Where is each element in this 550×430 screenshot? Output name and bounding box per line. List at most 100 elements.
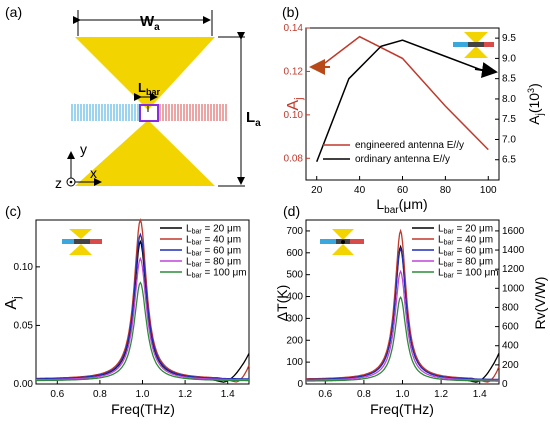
panel-b: (b) 20 40 60 80 100 0.08 0.10 0.12 0.14 6.5 7.0 7.5…	[282, 4, 546, 216]
inset-c-top	[69, 229, 92, 239]
d-xlabel: Freq(THz)	[370, 401, 434, 417]
ytick-right-label: 1200	[502, 264, 525, 275]
ytick-label: 0	[297, 379, 303, 390]
panel-d: (d) 0.6 0.8 1.0 1.2 1.4 0 100 200 300 400 500 600 70…	[274, 203, 548, 417]
b-ytick-right-label: 8.0	[502, 94, 516, 105]
ytick-label: 0.10	[14, 262, 34, 273]
ytick-right-label: 1600	[502, 226, 525, 237]
ytick-label: 500	[286, 270, 303, 281]
series-curve-4	[306, 295, 499, 382]
xtick-label: 1.4	[473, 389, 487, 400]
b-xtick-label: 40	[354, 185, 366, 196]
ytick-right-label: 400	[502, 341, 519, 352]
panel-c: (c) 0.6 0.8 1.0 1.2 1.4 0.00 0.05 0.10 Lbar = 2…	[3, 203, 250, 417]
ytick-label: 100	[286, 357, 303, 368]
legend-label: Lbar = 60 μm	[186, 246, 241, 258]
xtick-label: 1.2	[178, 389, 192, 400]
b-ylabel-right: Aj(103)	[526, 83, 546, 125]
panel-a-label: (a)	[5, 4, 22, 20]
inset-d-blue	[320, 239, 336, 244]
antenna-bottom-triangle	[75, 120, 215, 186]
series-curve-2	[306, 247, 499, 381]
inset-d-red	[350, 239, 364, 244]
series-curve-4	[36, 281, 249, 382]
panel-b-legend: engineered antenna E//y ordinary antenna…	[323, 140, 464, 165]
series-ordinary-antenna	[316, 39, 489, 163]
b-ytick-right-label: 7.0	[502, 134, 516, 145]
b-ytick-right-label: 6.5	[502, 155, 516, 166]
ytick-right-label: 1000	[502, 283, 525, 294]
legend-label: Lbar = 40 μm	[438, 235, 493, 247]
series-engineered-antenna	[316, 35, 489, 151]
lbar-label: Lbar	[138, 80, 160, 97]
inset-b-bar	[468, 42, 484, 47]
xtick-label: 1.0	[396, 389, 410, 400]
ytick-right-label: 1400	[502, 245, 525, 256]
xtick-label: 0.6	[318, 389, 332, 400]
ytick-label: 700	[286, 226, 303, 237]
inset-b-top	[464, 32, 488, 44]
series-curve-3	[306, 269, 499, 381]
comb-lines	[71, 104, 227, 121]
bar-box	[139, 104, 159, 122]
ytick-label: 600	[286, 248, 303, 259]
panel-d-inset-icon	[320, 229, 364, 255]
legend-black-text: ordinary antenna E//y	[355, 154, 450, 165]
inset-d-dot	[341, 240, 345, 244]
xtick-label: 0.6	[50, 389, 64, 400]
xtick-label: 0.8	[357, 389, 371, 400]
la-label: La	[246, 109, 261, 129]
right-axis-arrow	[474, 62, 498, 78]
inset-d-bottom	[332, 244, 354, 255]
inset-c-bottom	[69, 244, 92, 255]
inset-d-top	[332, 229, 354, 240]
xtick-label: 0.8	[93, 389, 107, 400]
series-curve-2	[36, 232, 250, 380]
axis-z-label: z	[55, 175, 62, 191]
legend-label: Lbar = 100 μm	[186, 268, 247, 280]
legend-red-text: engineered antenna E//y	[355, 140, 464, 151]
ytick-right-label: 800	[502, 302, 519, 313]
panel-c-label: (c)	[5, 203, 21, 219]
inset-b-red	[484, 42, 494, 47]
c-xlabel: Freq(THz)	[111, 401, 175, 417]
b-xtick-label: 60	[397, 185, 409, 196]
ytick-right-label: 0	[502, 379, 508, 390]
axis-y-label: y	[80, 141, 87, 157]
ytick-label: 200	[286, 335, 303, 346]
b-ytick-right-label: 8.5	[502, 74, 516, 85]
inset-b-blue	[453, 42, 468, 47]
b-xtick-label: 20	[311, 185, 323, 196]
ytick-label: 300	[286, 313, 303, 324]
ytick-label: 0.05	[14, 320, 34, 331]
panel-b-label: (b)	[282, 4, 299, 20]
panel-c-axes: 0.6 0.8 1.0 1.2 1.4 0.00 0.05 0.10	[14, 262, 236, 400]
panel-c-inset-icon	[62, 229, 102, 255]
series-curve-3	[36, 256, 249, 381]
legend-label: Lbar = 100 μm	[438, 268, 499, 280]
ytick-label: 0.00	[14, 379, 34, 390]
axis-x-label: x	[90, 165, 97, 181]
panel-b-axes: 20 40 60 80 100 0.08 0.10 0.12 0.14 6.5 7.0 7.5 8.0 8…	[284, 23, 517, 196]
b-ytick-left-label: 0.08	[284, 153, 304, 164]
panel-b-series	[316, 35, 489, 163]
panel-b-inset-icon	[453, 32, 494, 58]
b-ytick-right-label: 9.0	[502, 53, 516, 64]
inset-b-bottom	[464, 46, 488, 58]
b-ytick-right-label: 7.5	[502, 114, 516, 125]
ytick-right-label: 200	[502, 360, 519, 371]
legend-label: Lbar = 40 μm	[186, 235, 241, 247]
inset-c-blue	[62, 239, 74, 244]
panel-d-axes: 0.6 0.8 1.0 1.2 1.4 0 100 200 300 400 500 600 700 0 20…	[286, 226, 524, 400]
ytick-label: 400	[286, 292, 303, 303]
b-xtick-label: 80	[440, 185, 452, 196]
panel-d-label: (d)	[283, 203, 300, 219]
b-ytick-left-label: 0.10	[284, 110, 304, 121]
inset-c-red	[90, 239, 102, 244]
b-ytick-left-label: 0.12	[284, 66, 304, 77]
b-ytick-right-label: 9.5	[502, 33, 516, 44]
ytick-right-label: 600	[502, 322, 519, 333]
c-ylabel: Aj	[3, 296, 23, 309]
